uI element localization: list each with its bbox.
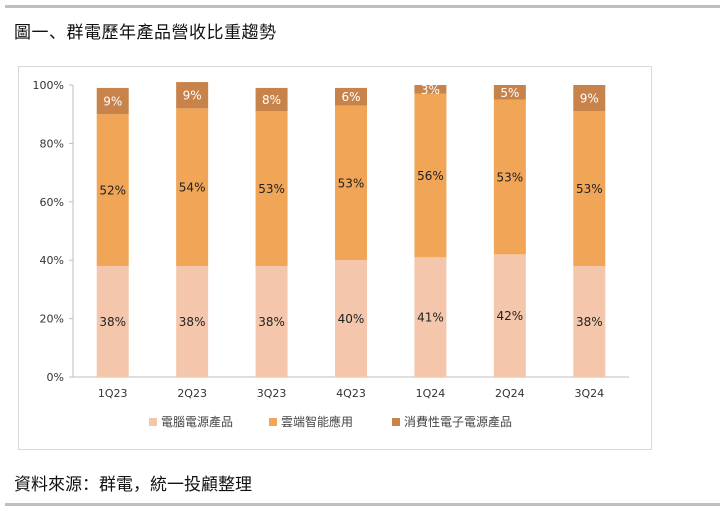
x-tick-label: 2Q24	[495, 387, 525, 400]
top-rule	[5, 5, 720, 8]
data-label: 6%	[341, 90, 360, 104]
x-tick-label: 2Q23	[177, 387, 207, 400]
bar-segment	[573, 266, 606, 377]
bar-segment	[96, 87, 129, 115]
chart-frame: 0% 20% 40% 60% 80% 100% 38% 52% 9% 1Q23 38% 54% 9% 2Q…	[18, 66, 652, 450]
data-label: 42%	[497, 309, 524, 323]
y-tick-label: 0%	[47, 371, 64, 384]
legend-swatch	[392, 418, 400, 426]
bar-segment	[414, 85, 447, 94]
bar-segment	[176, 108, 209, 267]
figure-title: 圖一、群電歷年產品營收比重趨勢	[14, 23, 277, 43]
bar-segment	[255, 266, 288, 377]
stacked-bar-chart: 0% 20% 40% 60% 80% 100% 38% 52% 9% 1Q23 38% 54% 9% 2Q…	[33, 79, 629, 429]
source-note: 資料來源：群電，統一投顧整理	[14, 475, 252, 495]
data-label: 52%	[99, 184, 126, 198]
bar-segment	[96, 114, 129, 267]
bar-segment	[335, 260, 367, 377]
y-tick-label: 40%	[40, 254, 64, 267]
bar-segment	[573, 85, 606, 112]
legend-label: 雲端智能應用	[281, 414, 353, 429]
data-label: 9%	[183, 89, 202, 103]
data-label: 54%	[179, 181, 206, 195]
bar-segment	[255, 111, 288, 267]
bar-segment	[493, 99, 526, 255]
data-label: 8%	[262, 93, 281, 107]
bar-segment	[493, 85, 526, 100]
data-label: 9%	[580, 92, 599, 106]
legend-swatch	[269, 418, 277, 426]
y-tick-label: 20%	[40, 313, 64, 326]
y-tick-label: 80%	[40, 137, 64, 150]
data-label: 5%	[500, 86, 519, 100]
bar-segment	[335, 105, 367, 261]
legend-swatch	[149, 418, 157, 426]
legend-label: 消費性電子電源產品	[404, 414, 512, 429]
bar-segment	[573, 111, 606, 267]
data-label: 53%	[258, 182, 285, 196]
bottom-rule	[5, 503, 720, 506]
bar-segment	[176, 266, 209, 377]
bar-segment	[176, 82, 209, 109]
x-tick-label: 4Q23	[336, 387, 366, 400]
bar-segment	[335, 87, 367, 106]
bar-segment	[414, 93, 447, 258]
data-label: 41%	[417, 311, 444, 325]
x-tick-label: 3Q24	[574, 387, 604, 400]
data-label: 38%	[258, 315, 285, 329]
y-tick-label: 60%	[40, 196, 64, 209]
bar-segment	[493, 254, 526, 377]
bar-segment	[414, 257, 447, 377]
data-label: 56%	[417, 169, 444, 183]
bar-segment	[255, 87, 288, 112]
data-label: 38%	[576, 315, 603, 329]
y-tick-label: 100%	[33, 79, 64, 92]
x-tick-label: 1Q24	[416, 387, 446, 400]
data-label: 53%	[338, 176, 365, 190]
data-label: 40%	[338, 312, 365, 326]
data-label: 38%	[99, 315, 126, 329]
data-label: 53%	[576, 182, 603, 196]
legend-label: 電腦電源產品	[161, 414, 233, 429]
data-label: 3%	[421, 83, 440, 97]
data-label: 38%	[179, 315, 206, 329]
data-label: 9%	[103, 95, 122, 109]
x-tick-label: 1Q23	[98, 387, 128, 400]
bar-segment	[96, 266, 129, 377]
data-label: 53%	[497, 170, 524, 184]
x-tick-label: 3Q23	[257, 387, 287, 400]
